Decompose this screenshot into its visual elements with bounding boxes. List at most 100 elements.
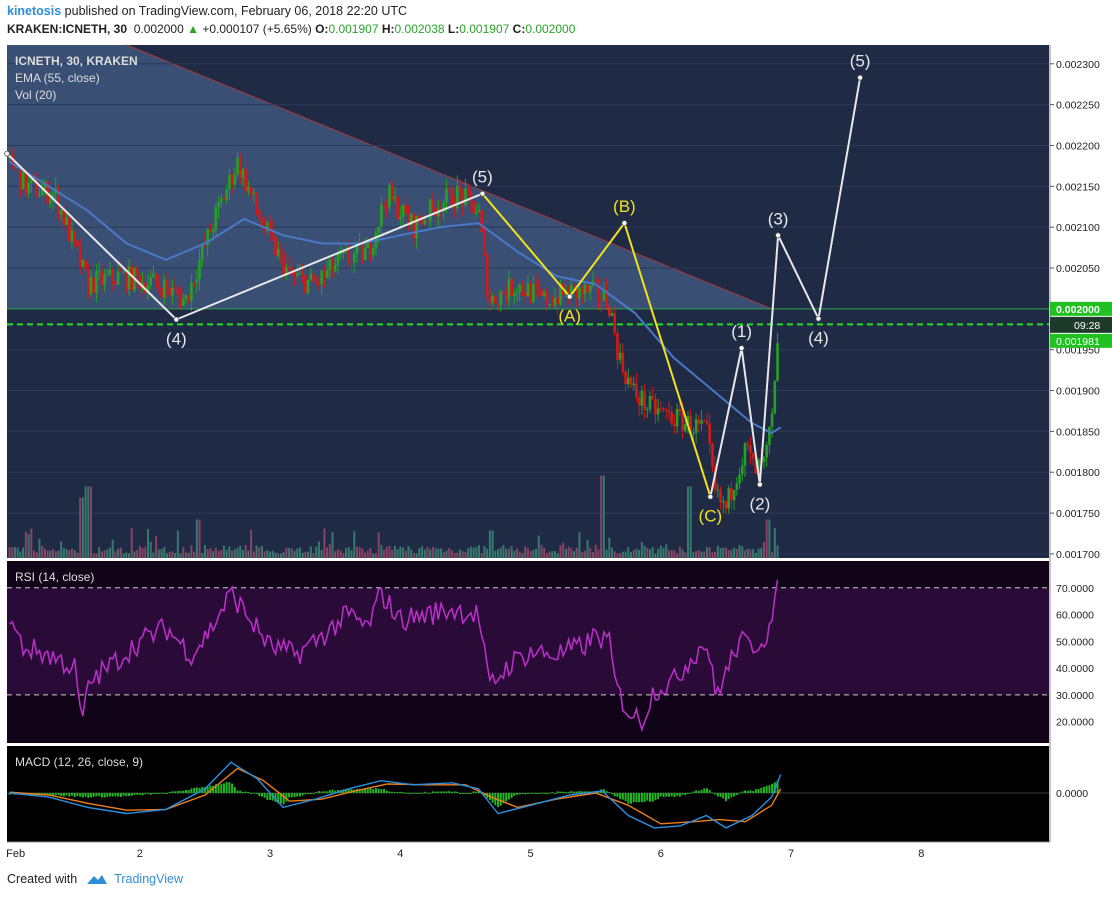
macd-histogram-bar [421, 792, 424, 794]
volume-bar [440, 548, 443, 558]
volume-bar [195, 519, 198, 558]
candle-body [228, 174, 231, 190]
volume-bar [548, 551, 551, 558]
macd-histogram-bar [705, 788, 708, 793]
volume-bar [678, 546, 681, 558]
candle-body [458, 186, 462, 192]
volume-bar [46, 550, 49, 558]
volume-bar [152, 552, 155, 558]
volume-bar [423, 549, 426, 558]
macd-histogram-bar [62, 793, 65, 797]
volume-bar [225, 549, 228, 558]
volume-bar [377, 532, 380, 558]
candle-body [667, 410, 671, 413]
macd-histogram-bar [277, 793, 280, 804]
ema-legend[interactable]: EMA (55, close) [15, 71, 100, 85]
volume-bar [733, 547, 736, 558]
volume-bar [662, 547, 665, 558]
candle-body [219, 198, 223, 203]
candle-body [447, 188, 451, 190]
macd-histogram-bar [279, 793, 282, 804]
published-text: published on TradingView.com, February 0… [64, 4, 408, 18]
volume-bar [388, 546, 391, 558]
macd-histogram-bar [391, 791, 394, 793]
macd-histogram-bar [714, 793, 717, 795]
macd-histogram-bar [239, 790, 242, 793]
macd-histogram-bar [743, 790, 746, 793]
candle-body [694, 419, 698, 433]
macd-histogram-bar [635, 793, 638, 803]
volume-bar [765, 519, 768, 558]
volume-bar [762, 541, 765, 558]
time-tick-label: 3 [267, 848, 273, 860]
candle-body [727, 488, 730, 509]
tradingview-link[interactable]: TradingView [114, 872, 183, 886]
wave-point [621, 220, 628, 226]
macd-histogram-bar [149, 793, 152, 795]
time-tick-label: 8 [918, 848, 924, 860]
candle-body [331, 259, 334, 272]
volume-legend[interactable]: Vol (20) [15, 88, 56, 102]
macd-histogram-bar [323, 791, 326, 793]
macd-histogram-bar [236, 790, 239, 793]
price-tick-label: 0.001800 [1056, 467, 1100, 479]
volume-bar [632, 550, 635, 558]
candle-body [542, 291, 546, 296]
candle-body [97, 271, 101, 273]
candle-body [160, 287, 163, 298]
volume-bar [266, 550, 269, 558]
macd-line [9, 761, 782, 829]
volume-bar [529, 551, 532, 558]
macd-histogram-bar [418, 792, 421, 794]
volume-bar [483, 546, 486, 558]
volume-bar [507, 548, 510, 558]
volume-bar [174, 552, 177, 558]
macd-histogram-bar [377, 788, 380, 793]
candle-body [249, 186, 253, 195]
candle-body [607, 306, 611, 316]
volume-bar [380, 544, 383, 558]
wave-point [4, 150, 10, 157]
volume-bar [285, 547, 288, 558]
macd-histogram-bar [459, 793, 462, 794]
volume-bar [722, 547, 725, 558]
candle-body [586, 284, 589, 293]
candle-body [38, 195, 41, 197]
candle-body [195, 279, 199, 284]
candle-body [81, 259, 85, 267]
volume-bar [184, 552, 187, 558]
trading-chart[interactable]: (4)(5)(A)(B)(C)(1)(2)(3)(4)(5) 0.0023000… [0, 41, 1112, 867]
candle-body [464, 188, 467, 205]
candle-body [43, 181, 47, 190]
volume-bar [149, 541, 152, 558]
volume-bar [111, 539, 114, 558]
macd-histogram-bar [429, 792, 432, 794]
rsi-tick-label: 20.0000 [1056, 717, 1094, 729]
candle-body [618, 352, 622, 360]
author-link[interactable]: kinetosis [7, 4, 62, 18]
volume-bar [543, 548, 546, 558]
volume-bar [421, 546, 424, 558]
candle-body [491, 295, 494, 303]
macd-histogram-bar [250, 793, 253, 794]
last-price: 0.002000 [133, 22, 184, 36]
high-label: H: [381, 22, 395, 36]
candle-body [507, 278, 511, 300]
macd-histogram-bar [643, 793, 646, 802]
macd-histogram-bar [510, 793, 513, 799]
macd-histogram-bar [513, 793, 516, 796]
rsi-legend[interactable]: RSI (14, close) [15, 570, 94, 584]
volume-bar [613, 551, 616, 558]
symbol-legend[interactable]: ICNETH, 30, KRAKEN [15, 54, 138, 68]
macd-histogram-bar [274, 793, 277, 802]
candle-body [409, 214, 413, 225]
macd-legend[interactable]: MACD (12, 26, close, 9) [15, 755, 143, 769]
candle-body [190, 282, 193, 302]
volume-bar [537, 535, 540, 558]
volume-bar [361, 548, 364, 558]
volume-bar [415, 553, 418, 558]
macd-histogram-bar [152, 793, 155, 795]
volume-bar [635, 548, 638, 558]
candle-body [35, 179, 39, 197]
macd-histogram-bar [125, 793, 128, 797]
